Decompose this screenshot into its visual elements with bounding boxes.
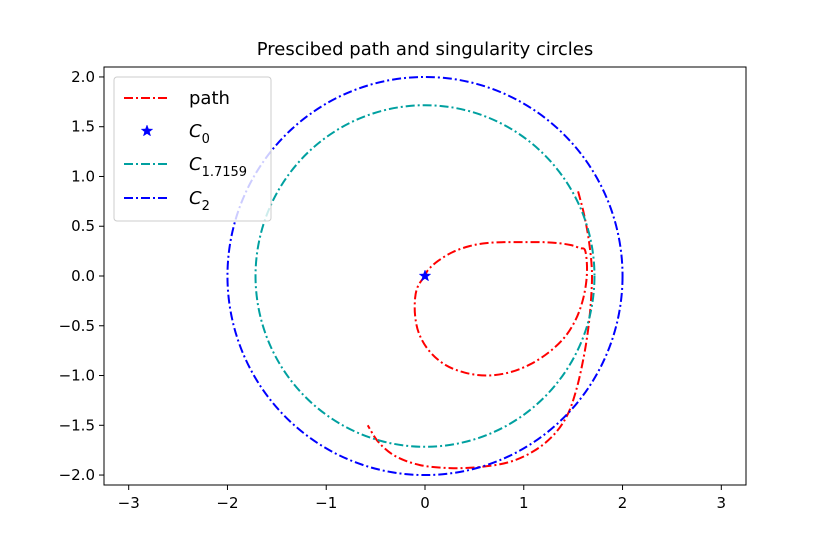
legend-label-subscript: 1.7159 — [202, 165, 248, 180]
legend-box — [113, 76, 272, 222]
legend-star-swatch — [140, 124, 154, 137]
legend-label: C1.7159 — [189, 154, 247, 180]
chart-title: Prescibed path and singularity circles — [257, 39, 594, 60]
plot-area: −3 −2 −1 0 1 2 3 −2.0 −1.5 −1.0 −0.5 0.0 0.5 1.0 1.5 2… — [59, 66, 747, 512]
x-tick-label: −1 — [315, 494, 337, 512]
legend-label-subscript: 0 — [202, 132, 210, 147]
x-tick-label: 1 — [519, 494, 529, 512]
x-tick-label: 3 — [717, 494, 727, 512]
x-tick-label: −3 — [118, 494, 140, 512]
series-layer — [226, 75, 624, 477]
y-tick-label: 2.0 — [71, 68, 95, 86]
legend-label-main: path — [189, 88, 230, 109]
legend-label: C2 — [189, 188, 210, 214]
legend-label: C0 — [189, 121, 210, 147]
y-tick-label: −2.0 — [59, 466, 95, 484]
series-path-line — [413, 241, 589, 377]
x-tick-label: −2 — [216, 494, 238, 512]
y-tick-label: 0.5 — [71, 217, 95, 235]
legend-label-main: C — [189, 121, 202, 142]
series-path-line — [366, 191, 593, 470]
legend-label: path — [189, 88, 230, 109]
y-axis: −2.0 −1.5 −1.0 −0.5 0.0 0.5 1.0 1.5 2.0 — [59, 68, 104, 484]
series-circle — [254, 104, 596, 448]
x-tick-label: 2 — [618, 494, 628, 512]
legend-label-main: C — [189, 188, 202, 209]
y-tick-label: 1.0 — [71, 167, 95, 185]
y-tick-label: −1.0 — [59, 367, 95, 385]
y-tick-label: 0.0 — [71, 267, 95, 285]
x-tick-label: 0 — [420, 494, 430, 512]
y-tick-label: −0.5 — [59, 317, 95, 335]
series-circle — [226, 75, 624, 477]
legend-label-subscript: 2 — [202, 199, 210, 214]
x-axis: −3 −2 −1 0 1 2 3 — [118, 485, 726, 512]
y-tick-label: 1.5 — [71, 118, 95, 136]
legend-label-main: C — [189, 154, 202, 175]
y-tick-label: −1.5 — [59, 416, 95, 434]
series-marker-star — [418, 269, 432, 282]
